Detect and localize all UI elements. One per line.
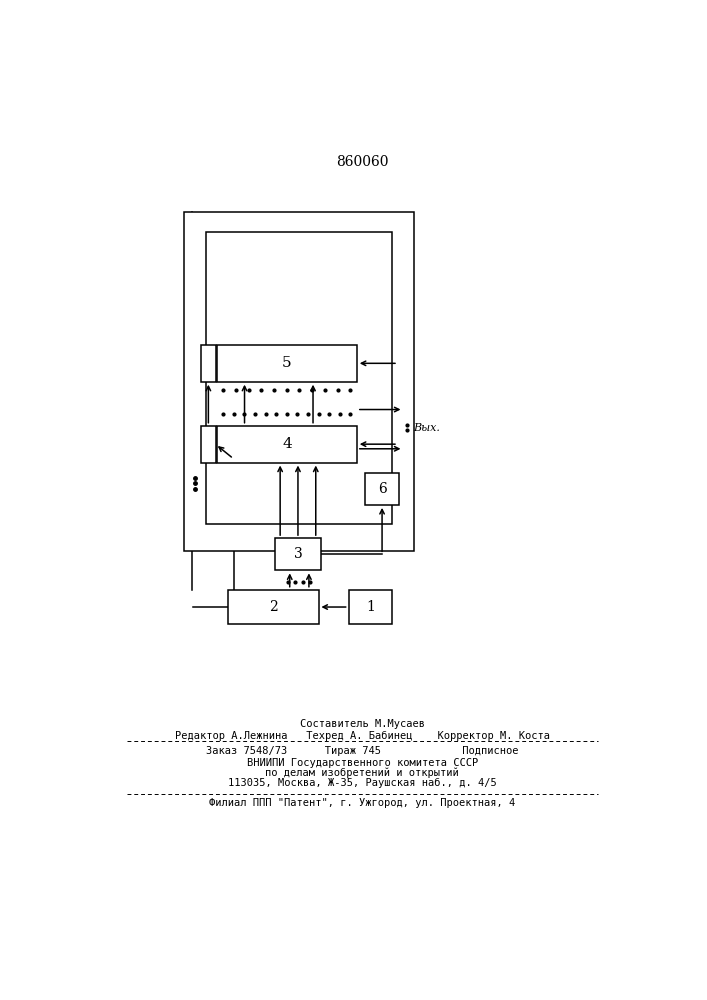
Bar (185, 212, 414, 551)
Text: 2: 2 (269, 600, 278, 614)
Text: 4: 4 (282, 437, 292, 451)
Text: по делам изобретений и открытий: по делам изобретений и открытий (265, 768, 460, 778)
Bar (365, 473, 399, 505)
Bar (217, 426, 357, 463)
Text: ВНИИПИ Государственного комитета СССР: ВНИИПИ Государственного комитета СССР (247, 758, 478, 768)
Text: 6: 6 (378, 482, 387, 496)
Text: Филиал ППП "Патент", г. Ужгород, ул. Проектная, 4: Филиал ППП "Патент", г. Ужгород, ул. Про… (209, 798, 515, 808)
Text: 5: 5 (282, 356, 292, 370)
Bar (201, 426, 216, 463)
Text: Редактор А.Лежнина   Техред А. Бабинец    Корректор М. Коста: Редактор А.Лежнина Техред А. Бабинец Кор… (175, 731, 550, 741)
Text: Составитель М.Мусаев: Составитель М.Мусаев (300, 719, 425, 729)
Text: 860060: 860060 (336, 155, 389, 169)
Text: 3: 3 (293, 547, 303, 561)
Text: Заказ 7548/73      Тираж 745             Подписное: Заказ 7548/73 Тираж 745 Подписное (206, 746, 519, 756)
Bar (228, 590, 319, 624)
Bar (217, 345, 357, 382)
Bar (201, 345, 216, 382)
Text: Вых.: Вых. (414, 423, 440, 433)
Bar (206, 232, 392, 524)
Bar (349, 590, 392, 624)
Text: 1: 1 (366, 600, 375, 614)
Text: 113035, Москва, Ж-35, Раушская наб., д. 4/5: 113035, Москва, Ж-35, Раушская наб., д. … (228, 778, 497, 788)
Bar (275, 538, 321, 570)
